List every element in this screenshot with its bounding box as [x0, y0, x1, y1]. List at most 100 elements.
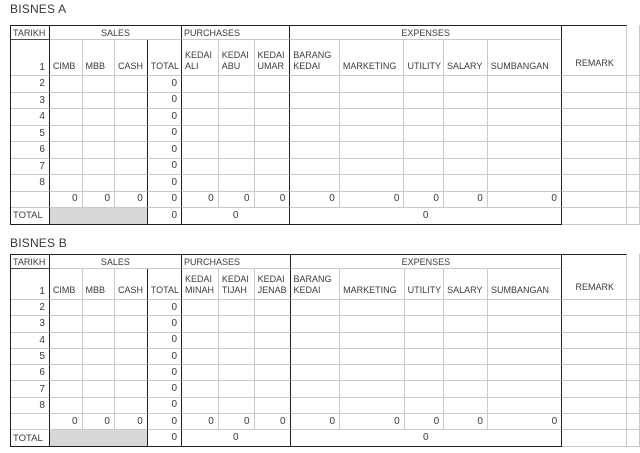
cell-day-5-total[interactable]: 0	[147, 125, 183, 142]
cell-day-8-total[interactable]: 0	[147, 397, 182, 415]
cell-day-2-total[interactable]: 0	[147, 300, 182, 317]
cell-day-7-expense-2[interactable]	[404, 158, 444, 175]
cell-day-5-expense-1[interactable]	[340, 348, 405, 366]
cell-sum-3[interactable]: 0	[147, 414, 182, 431]
cell-day-7-sales-0[interactable]	[49, 158, 83, 175]
cell-day-6-expense-4[interactable]	[487, 365, 563, 382]
cell-day-5-purchase-1[interactable]	[218, 125, 255, 142]
cell-day-4-sales-1[interactable]	[82, 109, 115, 126]
cell-day-7-purchase-0[interactable]	[182, 158, 219, 175]
cell-day-4-purchase-2[interactable]	[254, 332, 291, 349]
cell-day-4-purchase-0[interactable]	[182, 109, 219, 126]
cell-day-5-expense-2[interactable]	[404, 348, 445, 366]
cell-day-7-total[interactable]: 0	[147, 158, 183, 175]
cell-day-6-sales-2[interactable]	[114, 365, 148, 382]
cell-day-7-purchase-1[interactable]	[218, 158, 255, 175]
cell-day-3-expense-3[interactable]	[444, 316, 488, 333]
cell-day-2-remark[interactable]	[562, 300, 628, 317]
cell-day-4-sales-0[interactable]	[49, 109, 83, 126]
cell-day-2-label[interactable]: 2	[11, 300, 50, 317]
cell-day-6-expense-2[interactable]	[404, 142, 444, 159]
cell-day-6-total[interactable]: 0	[147, 142, 183, 159]
cell-day-5-expense-3[interactable]	[444, 348, 488, 366]
cell-sum-0[interactable]: 0	[49, 414, 83, 431]
cell-day-7-sales-2[interactable]	[114, 381, 148, 398]
cell-day-6-sales-2[interactable]	[115, 142, 148, 159]
cell-day-4-expense-1[interactable]	[340, 332, 405, 349]
cell-day-3-remark[interactable]	[561, 92, 628, 109]
cell-sum-4[interactable]: 0	[182, 414, 219, 431]
cell-day-4-label[interactable]: 4	[11, 109, 50, 126]
cell-day-2-sales-1[interactable]	[82, 76, 115, 93]
cell-day-8-purchase-2[interactable]	[254, 397, 291, 415]
cell-day-6-sales-0[interactable]	[49, 365, 83, 382]
cell-day-4-sales-1[interactable]	[82, 332, 115, 349]
cell-day-6-expense-3[interactable]	[444, 365, 488, 382]
cell-day-4-expense-3[interactable]	[443, 109, 488, 126]
cell-sum-6[interactable]: 0	[254, 191, 291, 208]
cell-day-5-expense-1[interactable]	[339, 125, 405, 142]
cell-sum-remark[interactable]	[562, 414, 628, 431]
cell-day-7-expense-1[interactable]	[339, 158, 405, 175]
cell-day-2-remark[interactable]	[561, 76, 628, 93]
cell-total-expenses[interactable]: 0	[290, 430, 563, 447]
cell-day-6-label[interactable]: 6	[11, 142, 50, 159]
cell-day-8-expense-0[interactable]	[290, 397, 341, 415]
cell-total-purchases[interactable]: 0	[182, 430, 291, 447]
cell-sum-2[interactable]: 0	[114, 414, 148, 431]
cell-day-4-expense-2[interactable]	[404, 109, 444, 126]
cell-day-3-purchase-2[interactable]	[254, 316, 291, 333]
cell-day-1-label[interactable]: 1	[11, 40, 50, 76]
cell-day-6-remark[interactable]	[561, 142, 628, 159]
cell-day-2-purchase-0[interactable]	[182, 76, 219, 93]
cell-day-5-expense-2[interactable]	[404, 125, 444, 142]
cell-day-5-purchase-2[interactable]	[254, 125, 291, 142]
cell-day-8-purchase-2[interactable]	[254, 175, 291, 192]
cell-day-4-expense-4[interactable]	[487, 332, 563, 349]
cell-day-2-purchase-2[interactable]	[254, 76, 291, 93]
cell-day-7-label[interactable]: 7	[11, 381, 50, 398]
cell-day-6-expense-0[interactable]	[290, 142, 340, 159]
cell-day-3-sales-0[interactable]	[49, 92, 83, 109]
cell-day-5-purchase-0[interactable]	[182, 125, 219, 142]
cell-day-4-expense-1[interactable]	[339, 109, 405, 126]
cell-day-8-label[interactable]: 8	[11, 175, 50, 192]
cell-day-8-purchase-0[interactable]	[182, 397, 219, 415]
cell-sum-8[interactable]: 0	[339, 191, 405, 208]
cell-sum-0[interactable]: 0	[49, 191, 83, 208]
cell-day-7-purchase-0[interactable]	[182, 381, 219, 398]
cell-sum-9[interactable]: 0	[404, 414, 445, 431]
cell-sum-7[interactable]: 0	[290, 191, 340, 208]
cell-day-2-expense-3[interactable]	[443, 76, 488, 93]
cell-day-5-sales-1[interactable]	[82, 125, 115, 142]
cell-day-4-sales-2[interactable]	[115, 109, 148, 126]
cell-total-remark[interactable]	[561, 208, 628, 225]
cell-day-5-purchase-0[interactable]	[182, 348, 219, 366]
cell-day-4-purchase-2[interactable]	[254, 109, 291, 126]
cell-sum-7[interactable]: 0	[290, 414, 341, 431]
cell-day-2-expense-2[interactable]	[404, 76, 444, 93]
cell-day-8-sales-2[interactable]	[115, 175, 148, 192]
cell-day-2-purchase-2[interactable]	[254, 300, 291, 317]
cell-day-7-remark[interactable]	[561, 158, 628, 175]
cell-day-7-purchase-2[interactable]	[254, 158, 291, 175]
cell-day-8-purchase-0[interactable]	[182, 175, 219, 192]
cell-day-8-expense-1[interactable]	[340, 397, 405, 415]
cell-day-7-expense-3[interactable]	[443, 158, 488, 175]
cell-day-5-purchase-2[interactable]	[254, 348, 291, 366]
cell-total-sales-merged[interactable]	[49, 208, 148, 225]
cell-day-5-expense-4[interactable]	[487, 348, 563, 366]
cell-sum-1[interactable]: 0	[82, 414, 115, 431]
cell-day-3-purchase-0[interactable]	[182, 92, 219, 109]
cell-total-purchases[interactable]: 0	[182, 208, 291, 225]
cell-day-5-remark[interactable]	[561, 125, 628, 142]
cell-day-7-total[interactable]: 0	[147, 381, 182, 398]
cell-day-8-remark[interactable]	[562, 397, 628, 415]
cell-day-3-sales-2[interactable]	[115, 92, 148, 109]
cell-day-5-label[interactable]: 5	[11, 348, 50, 366]
cell-day-8-sales-1[interactable]	[82, 175, 115, 192]
cell-day-8-expense-1[interactable]	[339, 175, 405, 192]
cell-day-4-purchase-1[interactable]	[218, 332, 255, 349]
cell-sum-11[interactable]: 0	[487, 414, 563, 431]
cell-day-3-expense-1[interactable]	[339, 92, 405, 109]
